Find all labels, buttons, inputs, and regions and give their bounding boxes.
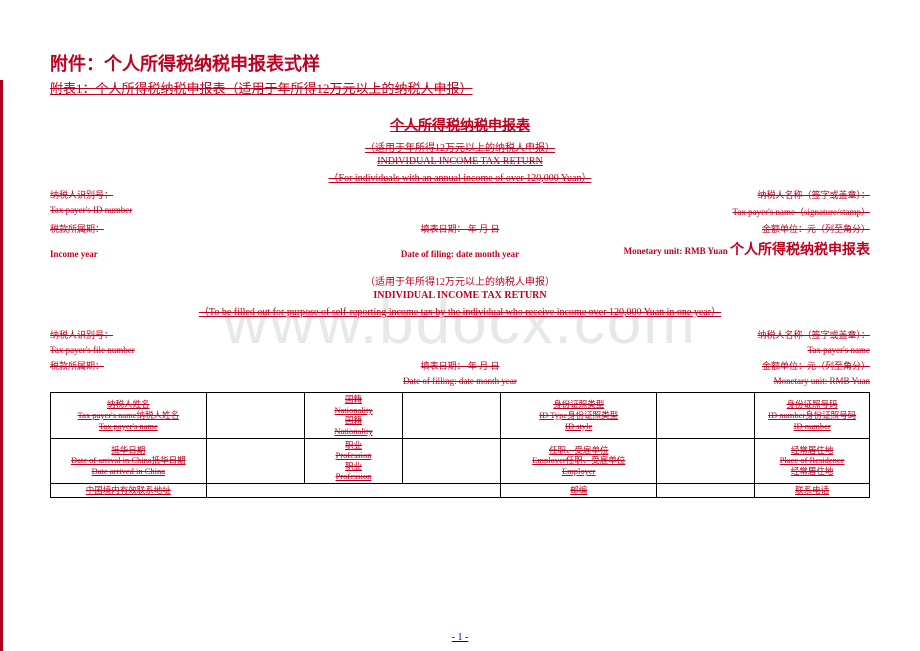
page-number: - 1 - — [452, 632, 469, 643]
s2-row3: 税款所属期： 填表日期： 年 月 日 金额单位：元（列至角分） — [50, 359, 870, 372]
change-bar — [0, 80, 3, 651]
cell-idtype: 身份证照类型 ID Type身份证照类型 ID style — [501, 393, 657, 439]
taxpayer-id-en: Tax payer's ID number — [50, 205, 460, 218]
cell-idnum: 身份证照号码 ID number身份证照号码 ID number — [755, 393, 870, 439]
s2-taxpayer-id: 纳税人识别号： — [50, 328, 460, 341]
unit-en: Monetary unit: RMB Yuan — [624, 246, 728, 256]
main-title: 附件：个人所得税纳税申报表式样 — [50, 50, 870, 76]
table-row: 抵华日期 Date of arrival in China抵华日期 Date a… — [51, 438, 870, 484]
cell-arrival: 抵华日期 Date of arrival in China抵华日期 Date a… — [51, 438, 207, 484]
cell-blank — [206, 393, 304, 439]
cell-blank — [657, 484, 755, 498]
cell-blank — [206, 484, 501, 498]
s2-filing-date-en: Date of filling: date month year — [323, 376, 596, 386]
s2-row2: Tax payer's file number Tax payer's name — [50, 345, 870, 355]
s1-row4: Income year Date of filing: date month y… — [50, 239, 870, 259]
sub-title: 附表1：个人所得税纳税申报表（适用于年所得12万元以上的纳税人申报） — [50, 78, 870, 97]
s2-filing-date: 填表日期： 年 月 日 — [323, 359, 596, 372]
filing-date-en: Date of filing: date month year — [323, 249, 596, 259]
s2-name-en: Tax payer's name — [460, 345, 870, 355]
cell-blank — [206, 438, 304, 484]
cell-blank — [403, 393, 501, 439]
s2-empty — [50, 376, 323, 386]
cell-phone: 联系电话 — [755, 484, 870, 498]
s2-unit: 金额单位：元（列至角分） — [597, 359, 870, 372]
s2-row1: 纳税人识别号： 纳税人名称（签字或盖章）： — [50, 328, 870, 341]
cell-employer: 任职、受雇单位 Employer任职、受雇单位 Employer — [501, 438, 657, 484]
cell-name: 纳税人姓名 Tax payer's name纳税人姓名 Tax payer's … — [51, 393, 207, 439]
cell-address: 中国境内有效联系地址 — [51, 484, 207, 498]
section1-subcn: （适用于年所得12万元以上的纳税人申报） — [50, 139, 870, 154]
cell-blank — [657, 393, 755, 439]
income-year-cn: 税款所属期： — [50, 222, 323, 235]
unit-cn: 金额单位：元（列至角分） — [597, 222, 870, 235]
taxpayer-name-en: Tax payer's name（signature/stamp） — [460, 205, 870, 218]
section2-en1: INDIVIDUAL INCOME TAX RETURN — [50, 290, 870, 301]
cell-residence: 经常居住地 Place of Residence 经常居住地 — [755, 438, 870, 484]
section1-title: 个人所得税纳税申报表 — [50, 115, 870, 135]
taxpayer-id-label: 纳税人识别号： — [50, 188, 460, 201]
taxpayer-name-label: 纳税人名称（签字或盖章）： — [460, 188, 870, 201]
cell-profession: 职业 Profession 职业 Profession — [304, 438, 402, 484]
s2-unit-en: Monetary unit: RMB Yuan — [597, 376, 870, 386]
table-row: 纳税人姓名 Tax payer's name纳税人姓名 Tax payer's … — [51, 393, 870, 439]
table-row: 中国境内有效联系地址 邮编 联系电话 — [51, 484, 870, 498]
s1-row1: 纳税人识别号： 纳税人名称（签字或盖章）： — [50, 188, 870, 201]
s2-file-number: Tax payer's file number — [50, 345, 460, 355]
section1-en1: INDIVIDUAL INCOME TAX RETURN — [50, 156, 870, 167]
cell-nationality: 国籍 Nationality 国籍 Nationality — [304, 393, 402, 439]
section2-title-inline: 个人所得税纳税申报表 — [730, 243, 870, 258]
s2-income-year: 税款所属期： — [50, 359, 323, 372]
section2-subcn: （适用于年所得12万元以上的纳税人申报） — [50, 273, 870, 288]
section2-en2: （To be filled out for purpose of self-re… — [50, 303, 870, 318]
s2-taxpayer-name: 纳税人名称（签字或盖章）： — [460, 328, 870, 341]
cell-blank — [403, 438, 501, 484]
filing-date-cn: 填表日期： 年 月 日 — [323, 222, 596, 235]
income-year-en: Income year — [50, 249, 323, 259]
document-content: 附件：个人所得税纳税申报表式样 附表1：个人所得税纳税申报表（适用于年所得12万… — [50, 50, 870, 498]
s2-row4: Date of filling: date month year Monetar… — [50, 376, 870, 386]
unit-en-wrap: Monetary unit: RMB Yuan 个人所得税纳税申报表 — [597, 239, 870, 259]
cell-blank — [657, 438, 755, 484]
info-table: 纳税人姓名 Tax payer's name纳税人姓名 Tax payer's … — [50, 392, 870, 498]
s1-row2: Tax payer's ID number Tax payer's name（s… — [50, 205, 870, 218]
section1-en2: （For individuals with an annual income o… — [50, 169, 870, 184]
s1-row3: 税款所属期： 填表日期： 年 月 日 金额单位：元（列至角分） — [50, 222, 870, 235]
cell-zip: 邮编 — [501, 484, 657, 498]
